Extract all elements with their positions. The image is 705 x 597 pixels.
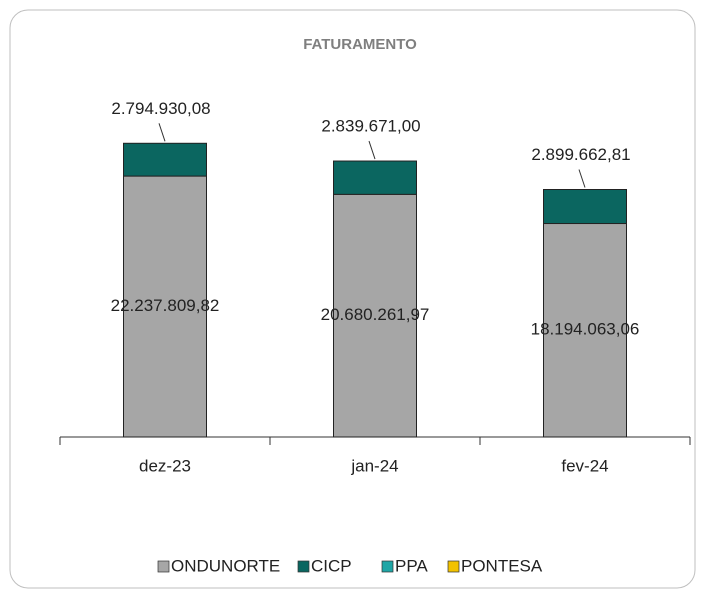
bar-segment <box>543 223 627 438</box>
legend-label: PONTESA <box>461 556 543 575</box>
value-label: 2.839.671,00 <box>321 117 420 136</box>
bar-segment <box>543 189 627 225</box>
bar-segment <box>333 160 417 195</box>
leader-line <box>578 169 586 188</box>
legend-swatch <box>381 560 394 573</box>
legend-swatch <box>447 560 460 573</box>
legend-label: ONDUNORTE <box>171 556 280 575</box>
value-label: 2.899.662,81 <box>531 145 630 164</box>
legend-swatch <box>157 560 170 573</box>
bar-segment <box>123 175 207 438</box>
value-label: 22.237.809,82 <box>111 296 220 315</box>
x-tick-label: dez-23 <box>139 456 191 475</box>
value-label: 20.680.261,97 <box>321 305 430 324</box>
value-label: 2.794.930,08 <box>111 99 210 118</box>
legend-label: CICP <box>311 556 352 575</box>
x-tick-label: fev-24 <box>561 456 608 475</box>
legend-label: PPA <box>395 556 428 575</box>
legend-swatch <box>297 560 310 573</box>
x-tick-label: jan-24 <box>350 456 398 475</box>
bar-segment <box>123 142 207 177</box>
value-label: 18.194.063,06 <box>531 320 640 339</box>
leader-line <box>368 140 376 160</box>
leader-line <box>158 123 166 142</box>
bar-segment <box>333 193 417 438</box>
chart-title: FATURAMENTO <box>303 36 417 53</box>
